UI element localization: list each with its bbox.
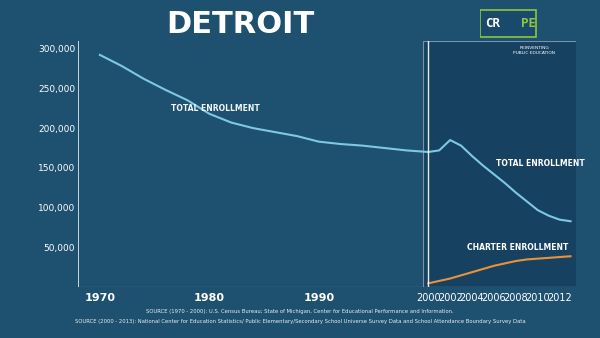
Text: SOURCE (1970 - 2000): U.S. Census Bureau; State of Michigan, Center for Educatio: SOURCE (1970 - 2000): U.S. Census Bureau… xyxy=(146,309,454,314)
Text: PE: PE xyxy=(521,17,536,30)
Text: REINVENTING
PUBLIC EDUCATION: REINVENTING PUBLIC EDUCATION xyxy=(513,46,555,55)
Text: TOTAL ENROLLMENT: TOTAL ENROLLMENT xyxy=(496,159,585,168)
Text: DETROIT: DETROIT xyxy=(166,10,314,39)
Text: TOTAL ENROLLMENT: TOTAL ENROLLMENT xyxy=(171,104,260,113)
Bar xyxy=(423,41,581,287)
Bar xyxy=(480,10,536,37)
Text: CR: CR xyxy=(485,17,500,30)
Text: CHARTER ENROLLMENT: CHARTER ENROLLMENT xyxy=(467,243,568,252)
Text: SOURCE (2000 - 2013): National Center for Education Statistics/ Public Elementar: SOURCE (2000 - 2013): National Center fo… xyxy=(74,319,526,324)
